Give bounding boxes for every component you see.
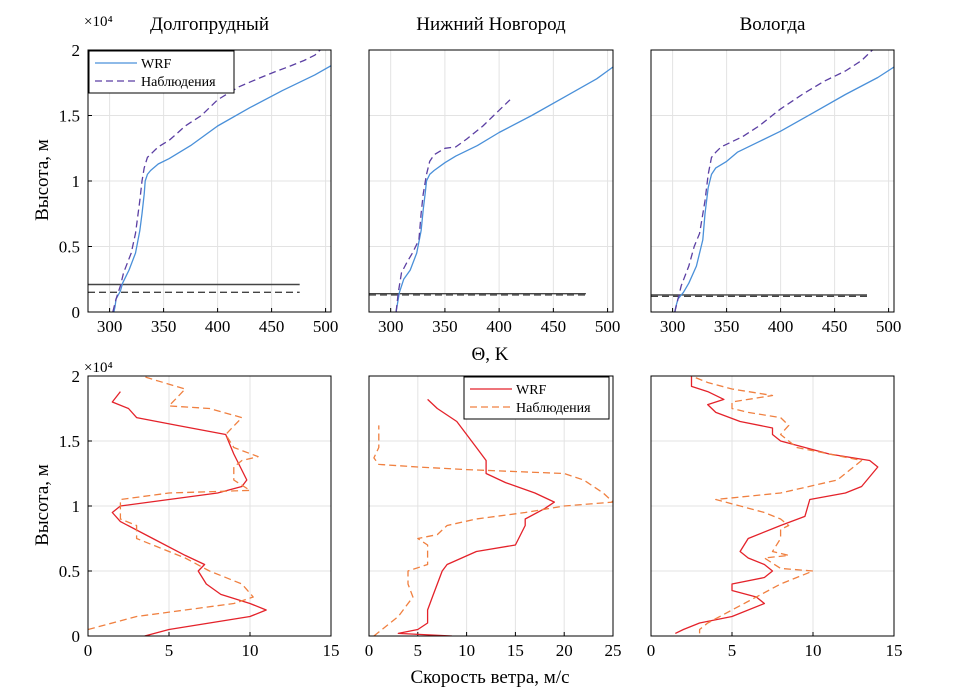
x-tick-label: 350 (432, 317, 458, 336)
x-tick-label: 0 (84, 641, 93, 660)
x-tick-label: 5 (165, 641, 174, 660)
x-tick-label: 300 (660, 317, 686, 336)
y-tick-label: 0 (72, 627, 81, 646)
x-tick-label: 500 (595, 317, 621, 336)
legend-label: WRF (141, 57, 172, 72)
y-tick-label: 1 (72, 172, 81, 191)
series-line-wrf (111, 391, 267, 636)
x-tick-label: 10 (458, 641, 475, 660)
bottom-xlabel: Скорость ветра, м/с (410, 667, 569, 688)
legend-label: Наблюдения (141, 75, 216, 90)
y-tick-label: 0.5 (59, 238, 80, 257)
x-tick-label: 450 (541, 317, 567, 336)
top-y-multiplier: ×10⁴ (84, 14, 113, 30)
series-group (88, 50, 331, 312)
axes-box (650, 49, 895, 313)
x-tick-label: 300 (378, 317, 404, 336)
x-tick-label: 0 (365, 641, 374, 660)
x-tick-label: 350 (714, 317, 740, 336)
series-group (675, 376, 879, 634)
y-tick-label: 0.5 (59, 562, 80, 581)
panel-title: Нижний Новгород (416, 14, 566, 35)
axes-box (368, 375, 614, 637)
series-group (373, 398, 613, 636)
legend-label: Наблюдения (516, 401, 591, 416)
axes-box (87, 49, 332, 313)
x-tick-label: 350 (151, 317, 177, 336)
y-tick-label: 2 (72, 41, 81, 60)
bottom-y-multiplier: ×10⁴ (84, 360, 113, 376)
legend-box (463, 376, 610, 420)
panel-bottom-right: 0 5 10 15 (647, 375, 903, 660)
series-line-wrf (395, 66, 613, 312)
panel-bottom-left: 0 5 10 15 0 0.5 1 1.5 2 (59, 367, 340, 660)
x-tick-label: 400 (205, 317, 231, 336)
x-tick-label: 5 (728, 641, 737, 660)
top-ylabel: Высота, м (32, 139, 53, 221)
top-xlabel: Θ, K (472, 344, 509, 365)
y-tick-label: 1 (72, 497, 81, 516)
series-group (88, 376, 267, 636)
x-tick-label: 500 (876, 317, 902, 336)
series-line-obs (674, 50, 873, 312)
x-tick-label: 15 (323, 641, 340, 660)
panel-title: Долгопрудный (150, 14, 269, 35)
x-tick-label: 400 (486, 317, 512, 336)
series-line-wrf (674, 66, 894, 312)
series-line-obs (395, 99, 511, 312)
x-tick-label: 0 (647, 641, 656, 660)
x-tick-label: 450 (822, 317, 848, 336)
series-line-wrf (113, 65, 331, 312)
x-tick-label: 450 (259, 317, 285, 336)
bottom-ylabel: Высота, м (32, 464, 53, 546)
series-line-obs (112, 50, 321, 312)
axes-box (368, 49, 614, 313)
axes-box (87, 375, 332, 637)
y-tick-label: 1.5 (59, 107, 80, 126)
panel-bottom-middle: 0 5 10 15 20 25 WRF Наблюдения (365, 375, 622, 660)
legend: WRF Наблюдения (88, 50, 235, 94)
y-tick-label: 2 (72, 367, 81, 386)
x-tick-label: 10 (242, 641, 259, 660)
panel-top-right: 300 350 400 450 500 Вологда (650, 14, 902, 336)
x-tick-label: 25 (605, 641, 622, 660)
y-tick-label: 0 (72, 303, 81, 322)
x-tick-label: 10 (805, 641, 822, 660)
x-tick-label: 300 (97, 317, 123, 336)
panel-top-middle: 300 350 400 450 500 Нижний Новгород (368, 14, 621, 336)
x-tick-label: 400 (768, 317, 794, 336)
legend-box (88, 50, 235, 94)
legend: WRF Наблюдения (463, 376, 610, 420)
panel-title: Вологда (740, 14, 806, 35)
legend-label: WRF (516, 383, 547, 398)
series-line-wrf (675, 376, 879, 634)
x-tick-label: 15 (886, 641, 903, 660)
x-tick-label: 20 (556, 641, 573, 660)
series-group (651, 50, 894, 312)
series-line-obs (691, 376, 863, 634)
series-group (369, 66, 613, 312)
x-tick-label: 5 (414, 641, 423, 660)
series-line-obs (373, 425, 613, 636)
axes-box (650, 375, 895, 637)
panel-top-left: 300 350 400 450 500 0 0.5 1 1.5 2 Долгопрудный WRF Н… (59, 14, 339, 336)
x-tick-label: 500 (313, 317, 339, 336)
y-tick-label: 1.5 (59, 432, 80, 451)
series-line-obs (88, 376, 259, 631)
series-line-wrf (397, 398, 556, 636)
x-tick-label: 15 (507, 641, 524, 660)
